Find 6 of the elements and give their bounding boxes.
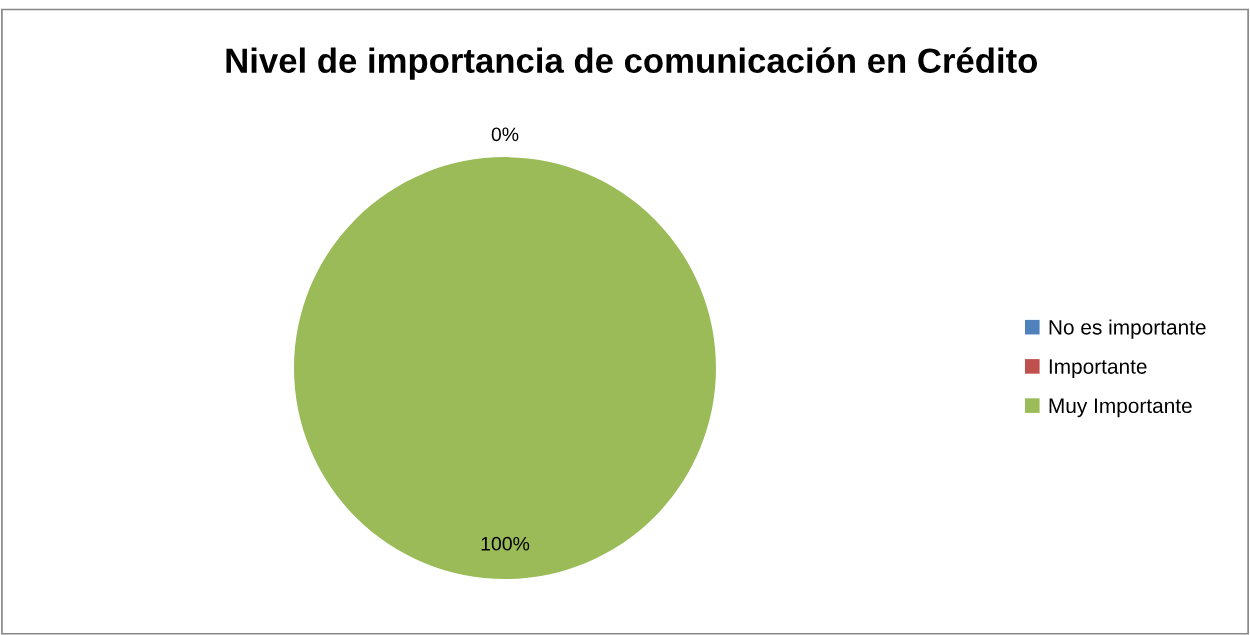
legend-label: Importante [1049, 359, 1147, 379]
legend-label: Muy Importante [1049, 398, 1192, 418]
data-label: 100% [481, 536, 530, 551]
chart-title: Nivel de importancia de comunicación en Crédito [226, 47, 1038, 80]
legend-label: No es importante [1049, 319, 1206, 339]
text: 0% [491, 127, 519, 142]
